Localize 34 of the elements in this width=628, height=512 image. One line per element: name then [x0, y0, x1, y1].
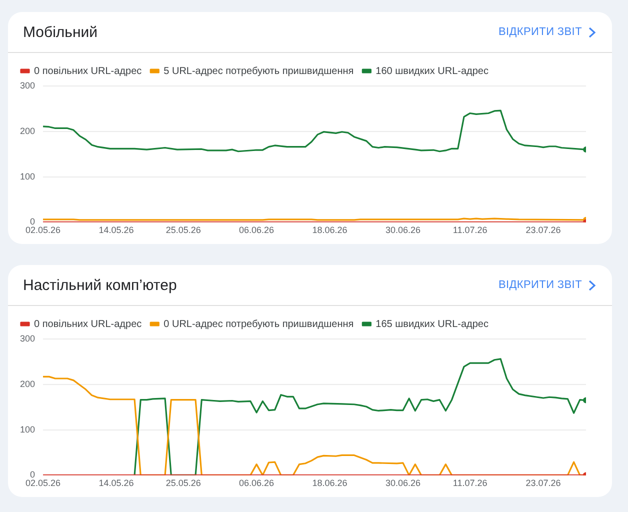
- chart-title: Мобільний: [23, 24, 98, 41]
- y-tick-label: 300: [20, 80, 36, 90]
- x-tick-label: 02.05.26: [25, 225, 61, 236]
- chart-title: Настільний комп’ютер: [23, 277, 177, 294]
- x-tick-label: 18.06.26: [312, 478, 348, 488]
- y-tick-label: 0: [30, 470, 36, 480]
- y-tick-label: 200: [20, 126, 36, 136]
- legend-label: 160 швидких URL-адрес: [376, 66, 488, 77]
- legend-label: 0 URL-адрес потребують пришвидшення: [164, 318, 354, 330]
- x-tick-label: 06.06.26: [239, 225, 274, 236]
- x-tick-label: 25.05.26: [166, 225, 201, 236]
- x-tick-label: 02.05.26: [25, 478, 61, 488]
- x-tick-label: 14.05.26: [98, 225, 134, 236]
- y-tick-label: 0: [30, 216, 36, 227]
- x-tick-label: 30.06.26: [385, 478, 420, 488]
- x-tick-label: 11.07.26: [452, 478, 488, 488]
- x-tick-label: 06.06.26: [239, 478, 274, 488]
- x-tick-label: 11.07.26: [452, 225, 488, 236]
- x-tick-label: 14.05.26: [98, 478, 134, 488]
- x-tick-label: 30.06.26: [385, 225, 420, 236]
- x-tick-label: 18.06.26: [312, 225, 348, 236]
- legend-label: 0 повільних URL-адрес: [34, 318, 142, 330]
- legend-label: 0 повільних URL-адрес: [34, 66, 142, 77]
- x-tick-label: 23.07.26: [526, 225, 561, 236]
- y-tick-label: 100: [20, 424, 36, 434]
- x-tick-label: 25.05.26: [166, 478, 201, 488]
- legend-label: 165 швидких URL-адрес: [376, 318, 488, 330]
- y-tick-label: 100: [20, 171, 36, 182]
- legend-label: 5 URL-адрес потребують пришвидшення: [164, 66, 354, 77]
- y-tick-label: 200: [20, 378, 36, 389]
- x-tick-label: 23.07.26: [526, 478, 561, 488]
- y-tick-label: 300: [20, 333, 36, 344]
- text: ВІДКРИТИ ЗВІТ: [498, 26, 582, 38]
- text: ВІДКРИТИ ЗВІТ: [498, 279, 582, 291]
